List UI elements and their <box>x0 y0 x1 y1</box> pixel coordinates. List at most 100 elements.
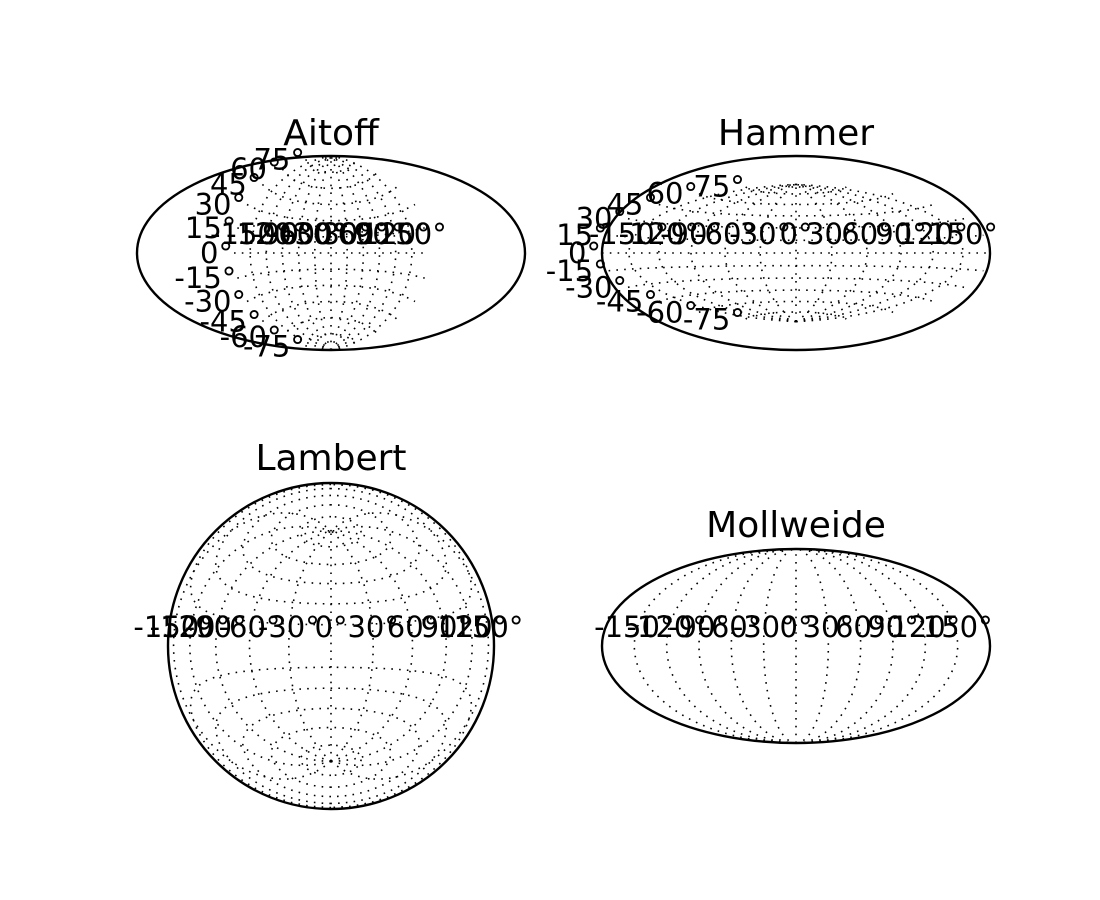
meridian-line <box>795 548 959 744</box>
xtick-label: 60° <box>841 217 892 251</box>
xtick-label: -60° <box>268 217 330 251</box>
meridian-line <box>633 548 797 744</box>
meridian-line <box>189 525 332 767</box>
ytick-label: 45° <box>210 167 261 201</box>
ytick-label: 60° <box>230 152 281 186</box>
mollweide-graticule <box>633 548 959 744</box>
lambert-xtick-labels: -150°-120°-90°-60°-30°0° 30°60°90°120°150… <box>133 610 523 644</box>
lambert-graticule <box>172 484 490 809</box>
aitoff-frame <box>135 154 527 352</box>
xtick-label: -30° <box>733 610 795 644</box>
xtick-label: -150° <box>133 610 213 644</box>
xtick-label: -90° <box>185 610 247 644</box>
aitoff-panel: Aitoff -150°-120°-90°-60°-30°0°30°60°90°… <box>135 113 527 364</box>
ytick-label: -60° <box>636 295 698 329</box>
ytick-label: 75° <box>253 142 304 176</box>
mollweide-frame <box>600 547 992 745</box>
xtick-label: 60° <box>835 610 886 644</box>
xtick-label: -90° <box>252 217 314 251</box>
xtick-label: -30° <box>729 217 791 251</box>
aitoff-title: Aitoff <box>283 113 380 154</box>
lambert-title: Lambert <box>255 438 406 479</box>
parallel-line <box>608 234 984 242</box>
xtick-label: 0° <box>780 217 813 251</box>
meridian-line <box>658 183 797 323</box>
xtick-label: -60° <box>700 610 762 644</box>
meridian-line <box>330 530 374 762</box>
parallel-line <box>214 487 448 605</box>
xtick-label: -120° <box>627 610 707 644</box>
ytick-label: 15° <box>556 218 607 252</box>
meridian-line <box>690 183 797 323</box>
meridian-line <box>248 529 332 763</box>
parallel-line <box>237 268 425 279</box>
ytick-label: 60° <box>647 177 698 211</box>
ytick-label: 15° <box>185 211 236 245</box>
parallel-line <box>237 227 425 238</box>
xtick-label: 120° <box>898 217 968 251</box>
xtick-label: 90° <box>421 610 472 644</box>
xtick-label: 150° <box>928 217 998 251</box>
xtick-label: -90° <box>668 610 730 644</box>
meridian-line <box>297 155 332 351</box>
meridian-line <box>330 155 397 351</box>
lambert-frame <box>166 481 496 811</box>
parallel-line <box>214 687 448 805</box>
meridian-line <box>281 155 332 351</box>
hammer-xtick-labels: -150°-120°-90°-60°-30°0°30°60°90°120°150… <box>589 217 998 251</box>
parallel-line <box>281 168 381 190</box>
xtick-label: -60° <box>694 217 756 251</box>
hammer-title: Hammer <box>718 113 874 154</box>
meridian-line <box>330 525 473 767</box>
meridian-line <box>330 155 365 351</box>
lambert-panel: Lambert -150°-120°-90°-60°-30°0° 30°60°90… <box>133 438 523 811</box>
parallel-line <box>627 217 965 229</box>
parallel-line <box>305 159 357 173</box>
mollweide-xtick-labels: -150°-120°-90°-60°-30°0°30°60°90°120°150… <box>594 610 992 644</box>
ytick-label: -75° <box>683 302 745 336</box>
meridian-line <box>172 512 332 780</box>
parallel-line <box>246 203 416 222</box>
xtick-label: 0° <box>780 610 813 644</box>
xtick-label: 0° <box>315 217 348 251</box>
xtick-label: -90° <box>660 217 722 251</box>
ytick-label: -15° <box>174 261 236 295</box>
meridian-line <box>795 183 902 323</box>
xtick-label: 120° <box>437 610 507 644</box>
meridian-line <box>314 155 332 351</box>
xtick-label: -30° <box>284 217 346 251</box>
ytick-label: 30° <box>195 188 246 222</box>
xtick-label: 120° <box>361 217 431 251</box>
xtick-label: 150° <box>453 610 523 644</box>
xtick-label: 150° <box>377 217 447 251</box>
ytick-label: -15° <box>546 254 608 288</box>
ytick-label: -60° <box>220 320 282 354</box>
hammer-ytick-labels: -75°-60°-45°-30°-15°0°15°30°45°60°75° <box>546 170 745 337</box>
ytick-label: -45° <box>596 285 658 319</box>
xtick-label: 30° <box>806 217 857 251</box>
xtick-label: -150° <box>589 217 669 251</box>
mollweide-title: Mollweide <box>706 505 886 546</box>
xtick-label: 30° <box>347 610 398 644</box>
meridian-line <box>288 530 332 762</box>
meridian-line <box>330 155 348 351</box>
meridian-line <box>330 155 381 351</box>
aitoff-ytick-labels: -75°-60°-45°-30°-15°0°15°30°45°60°75° <box>174 142 304 363</box>
parallel-line <box>246 284 416 303</box>
hammer-frame <box>600 154 992 352</box>
xtick-label: 90° <box>875 217 926 251</box>
xtick-label: -60° <box>219 610 281 644</box>
xtick-label: -120° <box>619 217 699 251</box>
xtick-label: 30° <box>803 610 854 644</box>
meridian-line <box>330 155 413 351</box>
ytick-label: -45° <box>200 305 262 339</box>
xtick-label: 0° <box>315 610 348 644</box>
xtick-label: -150° <box>210 217 290 251</box>
meridian-line <box>330 512 490 780</box>
xtick-label: 90° <box>354 217 405 251</box>
xtick-label: 30° <box>321 217 372 251</box>
xtick-label: 60° <box>387 610 438 644</box>
ytick-label: 75° <box>693 170 744 204</box>
ytick-label: 0° <box>200 236 233 270</box>
